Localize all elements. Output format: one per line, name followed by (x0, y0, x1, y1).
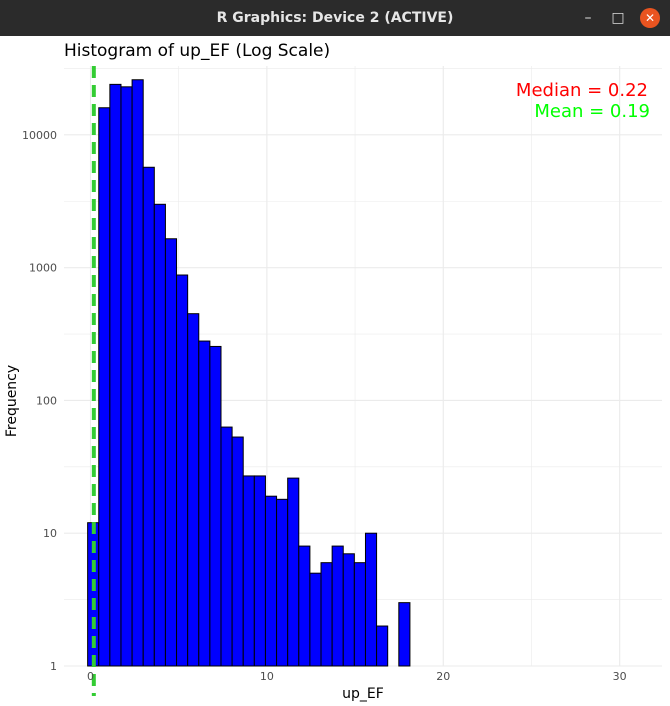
x-tick-label: 0 (87, 670, 94, 683)
histogram-bar (131, 79, 144, 667)
histogram-bar (120, 86, 133, 667)
histogram-bar (187, 313, 200, 667)
histogram-bar (209, 345, 222, 667)
histogram-bar (176, 274, 189, 667)
histogram-bar (231, 436, 244, 667)
maximize-button[interactable]: □ (611, 10, 625, 26)
window-title: R Graphics: Device 2 (ACTIVE) (216, 10, 454, 26)
y-tick-label: 1000 (29, 262, 57, 275)
histogram-bar (398, 602, 411, 667)
histogram-bar (98, 107, 111, 667)
histogram-bar (276, 498, 289, 667)
histogram-bar (264, 495, 278, 667)
y-tick-label: 10000 (22, 129, 57, 142)
minimize-button[interactable]: – (584, 10, 592, 26)
x-axis-ticks: 0 10 20 30 (87, 670, 627, 683)
histogram-bar (309, 572, 322, 667)
histogram-bars (87, 79, 411, 667)
histogram-bar (242, 475, 255, 667)
histogram-bar (298, 545, 311, 667)
histogram-plot: 1 10 100 1000 10000 0 10 20 30 Histogram of up_… (4, 41, 662, 702)
window-titlebar: R Graphics: Device 2 (ACTIVE) – □ ✕ (0, 0, 670, 36)
histogram-bar (109, 83, 122, 667)
y-axis-label: Frequency (4, 365, 20, 437)
histogram-bar (164, 238, 178, 667)
histogram-bar (220, 426, 233, 667)
close-button[interactable]: ✕ (640, 8, 660, 28)
x-tick-label: 10 (260, 670, 274, 683)
histogram-bar (342, 553, 355, 667)
median-annotation: Median = 0.22 (516, 80, 648, 101)
histogram-bar (331, 545, 344, 667)
y-tick-label: 100 (36, 394, 57, 407)
histogram-bar (198, 340, 211, 667)
y-axis-ticks: 1 10 100 1000 10000 (22, 129, 57, 673)
y-tick-label: 1 (50, 660, 57, 673)
histogram-bar (376, 625, 389, 667)
histogram-bar (142, 166, 155, 667)
chart-title: Histogram of up_EF (Log Scale) (64, 41, 330, 61)
x-tick-label: 20 (436, 670, 450, 683)
y-tick-label: 10 (43, 527, 57, 540)
histogram-bar (153, 203, 166, 667)
histogram-bar (253, 475, 266, 667)
histogram-bar (287, 477, 300, 667)
x-axis-label: up_EF (342, 686, 384, 702)
histogram-bar (353, 562, 366, 667)
x-tick-label: 30 (613, 670, 627, 683)
histogram-bar (364, 532, 378, 667)
mean-annotation: Mean = 0.19 (534, 101, 650, 122)
histogram-bar (320, 562, 333, 667)
